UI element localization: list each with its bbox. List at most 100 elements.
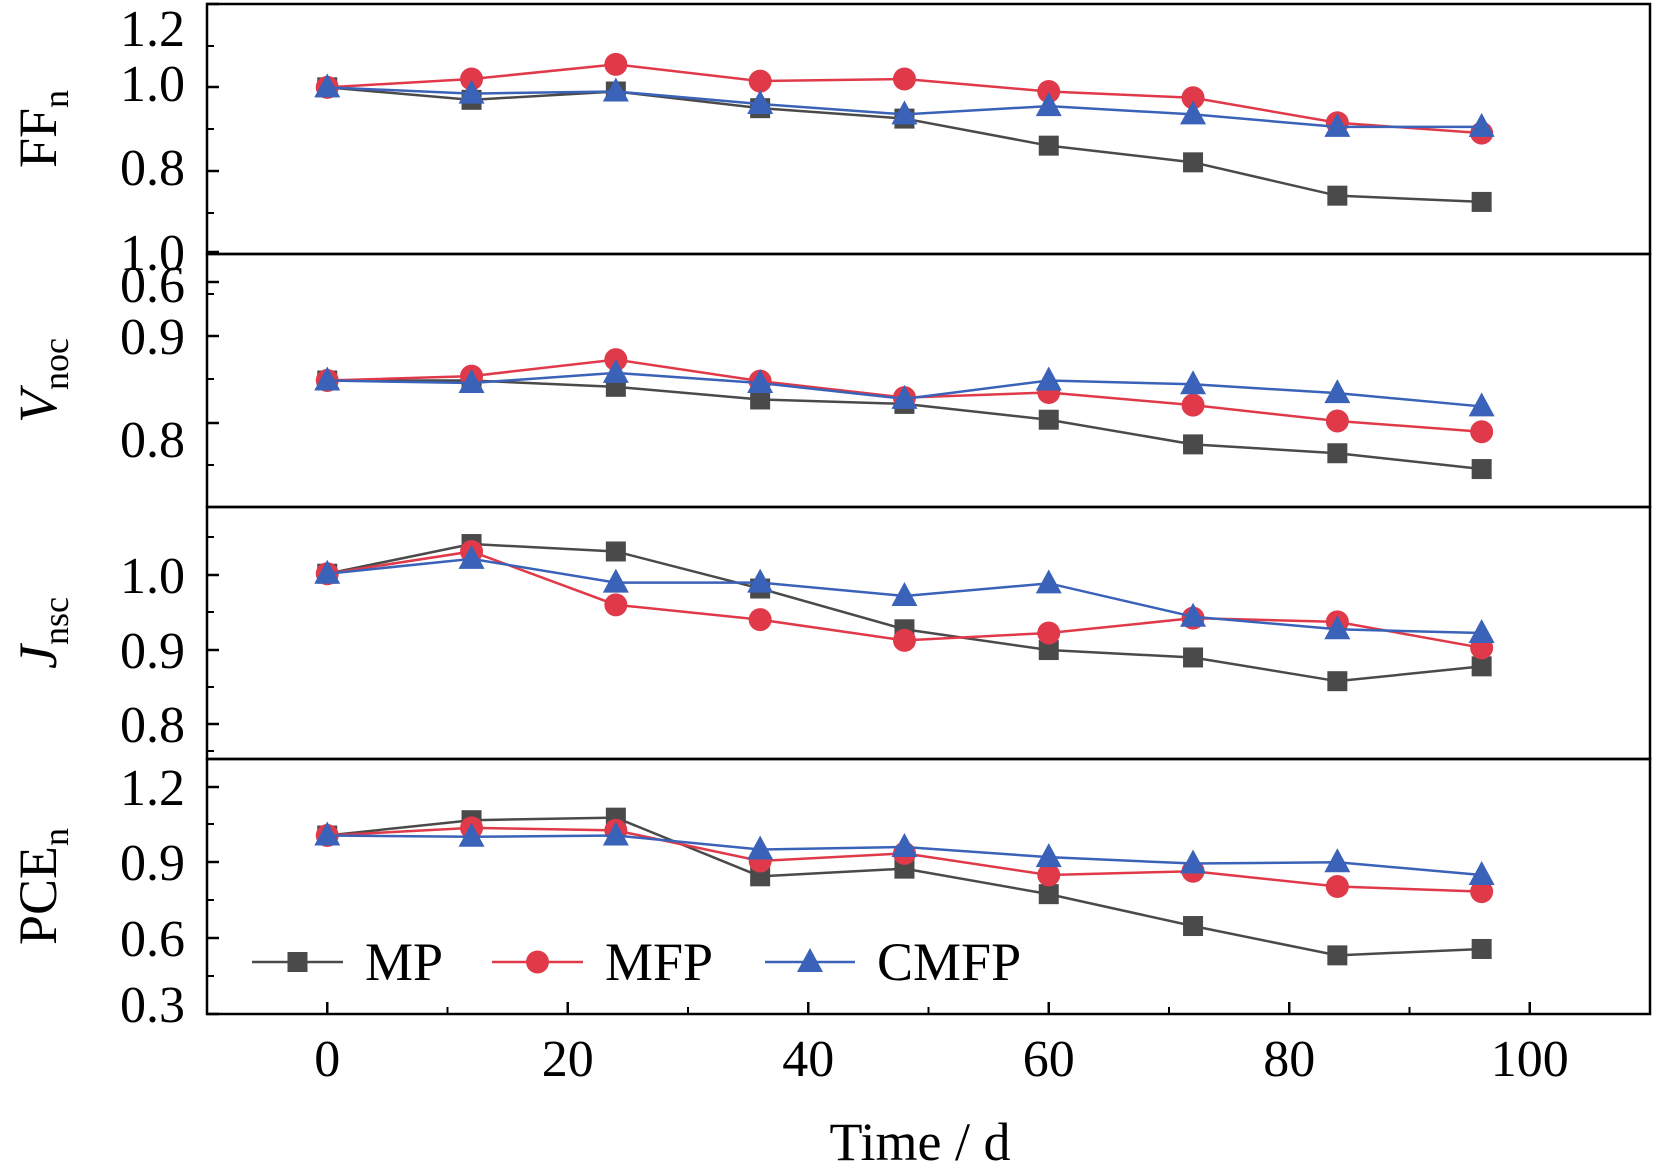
series-mfp — [315, 816, 1494, 904]
data-point — [1183, 152, 1204, 173]
data-point — [891, 832, 918, 857]
data-point — [892, 628, 916, 652]
y-axis-label-sub: n — [36, 828, 76, 846]
data-point — [314, 559, 341, 584]
data-point — [891, 581, 918, 606]
data-point — [1180, 100, 1207, 125]
y-tick-label: 1.2 — [120, 1, 185, 58]
panel-4: 0.3 0.6 0.9 1.2 PCEn — [8, 757, 1652, 1034]
series-cmfp — [314, 358, 1495, 417]
data-point — [458, 544, 485, 569]
y-axis-label-sub: noc — [36, 338, 76, 390]
y-tick-label: 1.2 — [120, 760, 185, 817]
panel-2: 0.8 0.9 1.00.6 Vnoc — [8, 225, 1652, 509]
data-point — [460, 67, 484, 91]
x-tick-label: 40 — [782, 1031, 834, 1088]
data-point — [747, 369, 774, 394]
x-tick-label: 60 — [1023, 1031, 1075, 1088]
y-tick-label: 0.6 — [120, 257, 185, 314]
legend: MP MFP CMFP — [252, 932, 1021, 992]
data-point — [1324, 112, 1351, 137]
data-point — [1180, 602, 1207, 627]
data-point — [1183, 647, 1204, 668]
data-point — [602, 77, 629, 102]
x-axis: 0 20 40 60 80 100 — [314, 1002, 1569, 1088]
data-point — [1037, 863, 1061, 887]
data-point — [1181, 86, 1205, 110]
data-point — [1325, 875, 1349, 898]
data-point — [1471, 656, 1492, 677]
data-point — [1324, 615, 1351, 640]
x-tick-label: 100 — [1491, 1031, 1569, 1088]
y-axis-label-main: J — [8, 642, 68, 669]
y-tick-label: 0.6 — [120, 911, 185, 968]
data-point — [1327, 185, 1348, 206]
data-point — [1468, 112, 1495, 137]
data-point — [1038, 409, 1059, 430]
data-point — [1037, 621, 1061, 645]
data-point — [602, 568, 629, 593]
data-point — [747, 568, 774, 593]
data-point — [605, 541, 626, 562]
data-point — [1468, 392, 1495, 417]
y-tick-label: 1.0 — [120, 56, 185, 113]
data-point — [1035, 569, 1062, 594]
data-point — [314, 73, 341, 98]
data-point — [1181, 393, 1205, 417]
data-point — [1037, 80, 1061, 103]
y-tick-label: 0.9 — [120, 623, 185, 680]
data-point — [1180, 849, 1207, 874]
legend-item-mfp: MFP — [492, 932, 713, 992]
y-axis-label: FFn — [8, 90, 76, 168]
y-tick-label: 1.0 — [120, 548, 185, 605]
series-mp — [317, 77, 1492, 212]
data-point — [750, 389, 771, 410]
data-point — [1471, 459, 1492, 480]
data-point — [1468, 861, 1495, 886]
data-point — [1327, 945, 1348, 966]
y-axis-label-sub: nsc — [36, 597, 76, 645]
series-cmfp — [314, 73, 1495, 137]
y-tick-label: 0.8 — [120, 412, 185, 469]
y-tick-label: 0.9 — [120, 309, 185, 366]
legend-marker — [526, 950, 549, 974]
data-point — [458, 369, 485, 394]
panel-3: 0.8 0.9 1.0 Jnsc — [8, 505, 1652, 761]
data-point — [602, 821, 629, 846]
data-point — [1324, 848, 1351, 873]
data-point — [1471, 938, 1492, 959]
y-axis-label-main: V — [8, 384, 68, 423]
series-cmfp — [314, 821, 1495, 886]
y-axis-label: PCEn — [8, 828, 76, 945]
panel-1: 0.8 1.01.2 FFn — [8, 1, 1652, 256]
data-point — [748, 69, 772, 93]
data-point — [458, 79, 485, 104]
data-point — [1327, 671, 1348, 692]
data-point — [1038, 640, 1059, 661]
data-point — [747, 835, 774, 860]
data-point — [891, 100, 918, 125]
data-point — [1183, 916, 1204, 937]
y-tick-label: 0.8 — [120, 697, 185, 754]
data-point — [892, 67, 916, 91]
data-point — [1035, 843, 1062, 868]
series-mp — [317, 534, 1492, 692]
data-point — [1038, 135, 1059, 156]
data-point — [747, 90, 774, 114]
data-point — [1470, 420, 1494, 444]
legend-marker — [287, 952, 308, 972]
y-axis-label: Vnoc — [8, 338, 76, 423]
data-point — [1325, 409, 1349, 433]
legend-label: MFP — [605, 932, 713, 992]
data-point — [1035, 366, 1062, 391]
y-axis-label-main: FF — [8, 108, 68, 168]
data-point — [1468, 619, 1495, 643]
y-tick-label: 0.9 — [120, 835, 185, 892]
y-tick-label: 1.0 — [120, 225, 185, 282]
data-point — [604, 52, 628, 76]
data-point — [1324, 379, 1351, 404]
data-point — [458, 822, 485, 847]
data-point — [1035, 92, 1062, 117]
data-point — [1327, 443, 1348, 464]
